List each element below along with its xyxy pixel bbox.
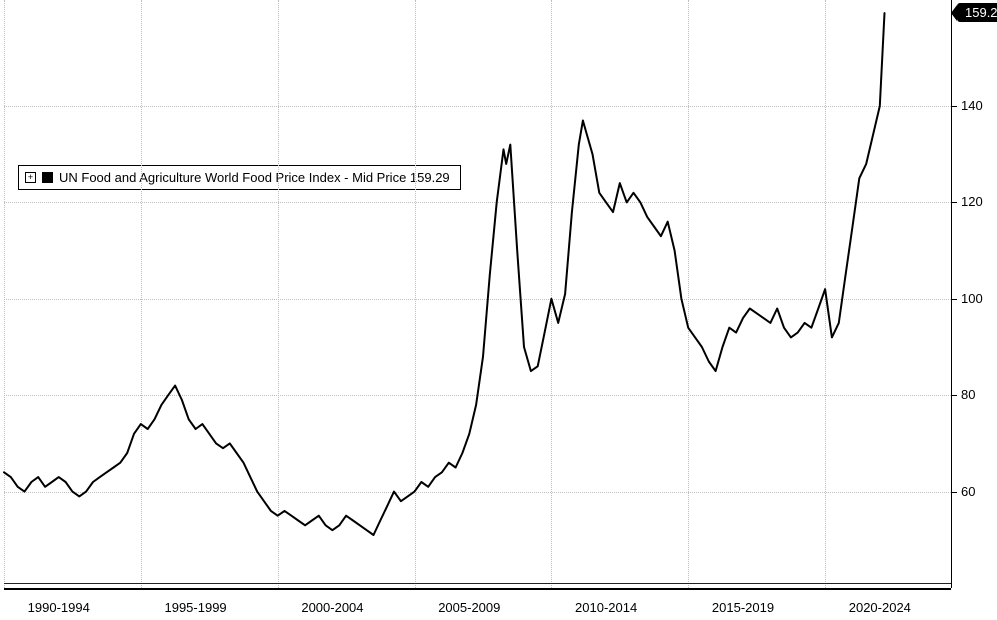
price-line — [0, 0, 997, 620]
chart-container: + UN Food and Agriculture World Food Pri… — [0, 0, 997, 620]
